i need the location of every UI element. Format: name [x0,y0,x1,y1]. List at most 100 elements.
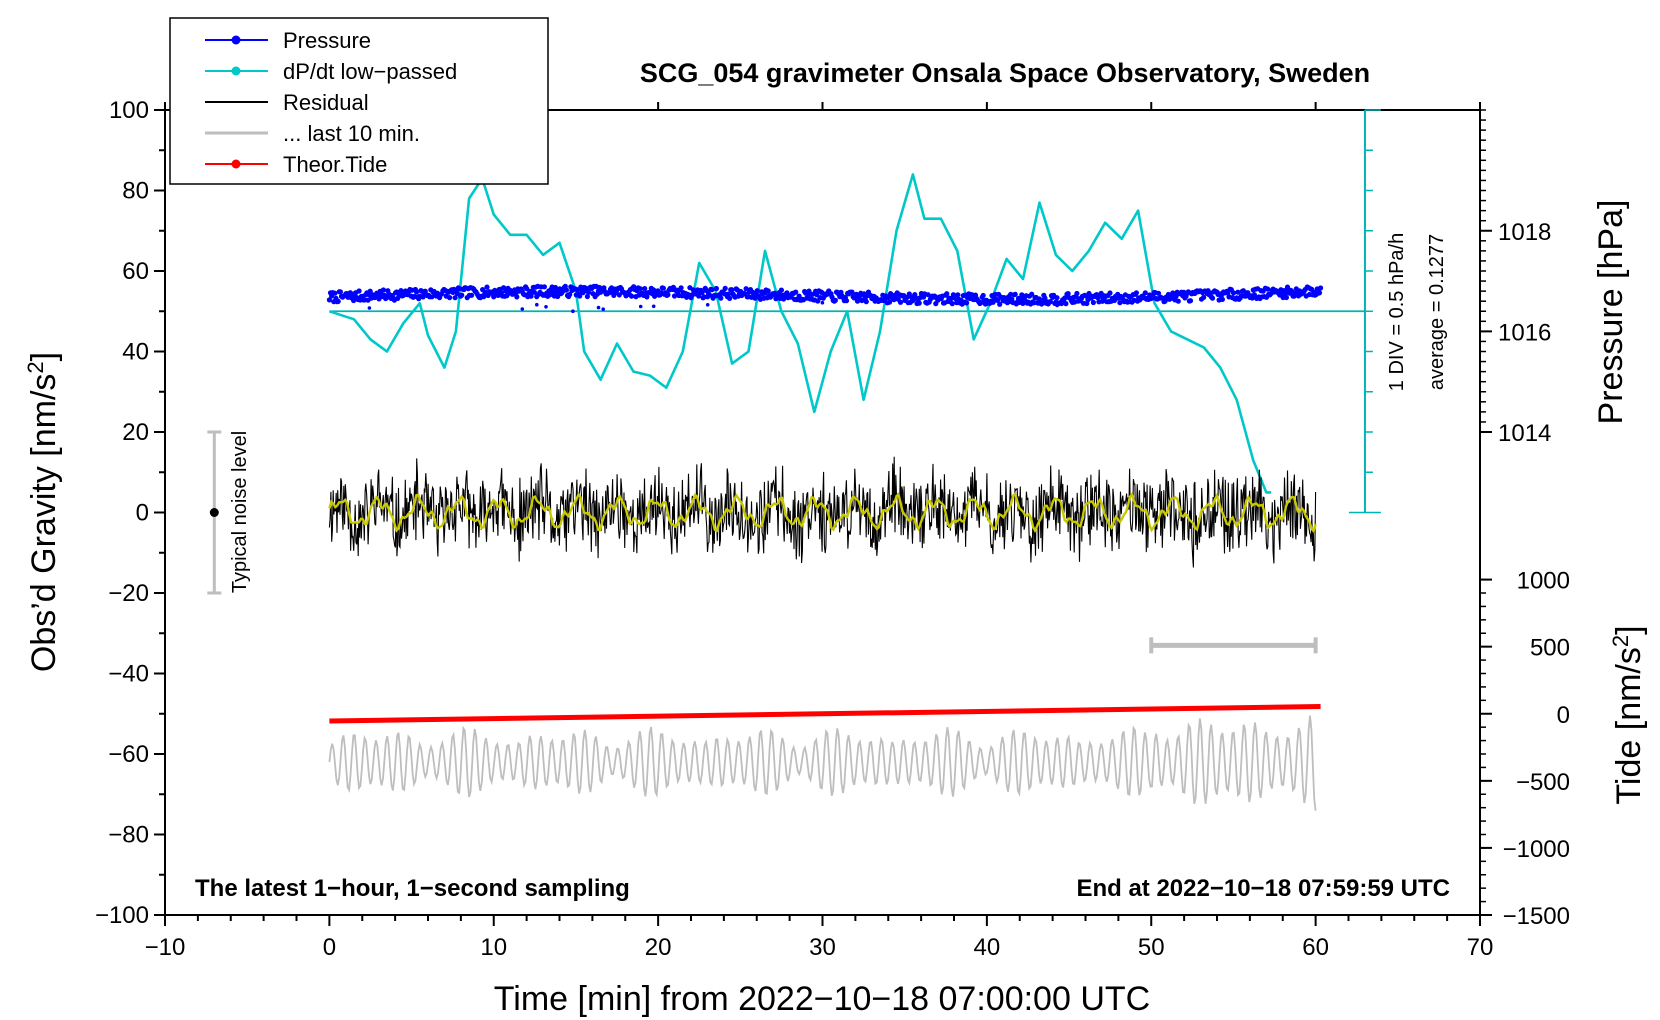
pressure-point [1054,295,1060,301]
legend: Pressure dP/dt low−passed Residual ... last… [169,17,549,185]
pressure-point [727,295,733,301]
pressure-point [459,292,465,298]
pressure-point [1209,295,1216,301]
y-tick-label: 80 [122,178,149,205]
pressure-point [820,300,825,305]
residual-line [328,456,1317,568]
pressure-point [1142,290,1148,296]
legend-item: dP/dt low−passed [205,59,457,84]
pressure-point [1074,290,1080,297]
tide-tick-label: 1000 [1517,568,1570,595]
x-tick-label: 30 [809,934,836,961]
x-tick-label: 10 [480,934,507,961]
pressure-point [601,307,605,312]
pressure-point [832,297,839,303]
pressure-point [843,298,850,304]
tide-tick-label: −500 [1516,769,1570,796]
pressure-point [638,304,643,309]
y-tick-label: 100 [109,97,149,124]
pressure-point [1063,301,1069,307]
x-tick-label: 0 [323,934,336,961]
pressure-point [793,289,799,295]
pressure-point [528,293,534,299]
bottom-right-note: End at 2022−10−18 07:59:59 UTC [1076,875,1450,902]
pressure-point [729,287,735,293]
pressure-point [705,303,710,307]
pressure-point [567,291,573,298]
legend-label: dP/dt low−passed [283,59,457,84]
pressure-series [326,283,1324,314]
pressure-point [335,298,341,304]
pressure-point [765,288,771,294]
pressure-point [796,293,802,299]
pressure-point [678,285,684,291]
tide-tick-label: 0 [1557,702,1570,729]
pressure-point [849,289,855,295]
pressure-point [806,288,812,294]
legend-item: Theor.Tide [205,152,387,177]
pressure-point [1047,299,1053,305]
pressure-point [886,299,893,305]
pressure-point [897,299,904,305]
y-tick-label: −20 [108,580,149,607]
pressure-point [651,304,656,309]
legend-item: ... last 10 min. [205,121,420,146]
pressure-point [1235,289,1241,295]
x-tick-label: −10 [145,934,186,961]
pressure-point [743,286,749,292]
tide-axis-title-main: Tide [nm/s [1610,647,1648,804]
y-tick-label: 60 [122,258,149,285]
legend-label: Pressure [283,28,371,53]
legend-item: Residual [205,90,369,115]
pressure-point [754,288,760,294]
tide-tick-label: −1500 [1503,903,1570,930]
pressure-point [577,293,583,299]
noise-bar-center [209,508,219,517]
pressure-point [584,293,591,300]
pressure-point [347,290,353,296]
pressure-point [616,292,622,298]
y-tick-label: −100 [95,902,149,929]
y-tick-label: 40 [122,339,149,366]
series-layer [207,173,1365,811]
y-axis: −100 −80 −60 −40 −20 0 20 40 60 80 100 [95,97,165,929]
x-tick-label: 50 [1138,934,1165,961]
pressure-point [809,291,815,297]
legend-marker [231,66,241,76]
chart-title: SCG_054 gravimeter Onsala Space Observat… [640,58,1370,88]
pressure-axis: 1014 1016 1018 [1480,109,1551,447]
pressure-point [337,289,343,295]
y-tick-label: 20 [122,419,149,446]
pressure-point [652,293,658,299]
last10-line [328,715,1317,811]
y-axis-title: Obs’d Gravity [nm/s2] [23,352,63,672]
pressure-point [980,292,986,299]
y-tick-label: 0 [136,500,149,527]
pressure-point [1265,286,1271,292]
legend-label: Theor.Tide [283,152,387,177]
pressure-point [563,287,570,293]
x-axis-title: Time [min] from 2022−10−18 07:00:00 UTC [494,980,1150,1018]
pressure-point [949,301,955,307]
tide-tick-label: −1000 [1503,836,1570,863]
pressure-point [997,301,1003,307]
pressure-point [395,295,401,301]
pressure-point [994,297,1001,303]
last10-range-bar [1149,637,1318,654]
tide-tick-label: 500 [1530,635,1570,662]
pressure-point [696,293,702,299]
pressure-point [1062,295,1068,301]
pressure-point [447,295,453,301]
x-axis: −10 0 10 20 30 40 50 60 70 [145,102,1494,961]
pressure-tick-label: 1016 [1498,319,1551,346]
x-tick-label: 70 [1467,934,1494,961]
pressure-point [380,287,386,293]
pressure-point [644,294,650,300]
pressure-point [514,294,520,300]
pressure-point [596,305,601,310]
tide-axis-title-close: ] [1610,625,1648,634]
pressure-point [628,293,635,299]
pressure-point [916,300,922,306]
pressure-point [469,292,475,298]
pressure-point [1187,298,1194,304]
